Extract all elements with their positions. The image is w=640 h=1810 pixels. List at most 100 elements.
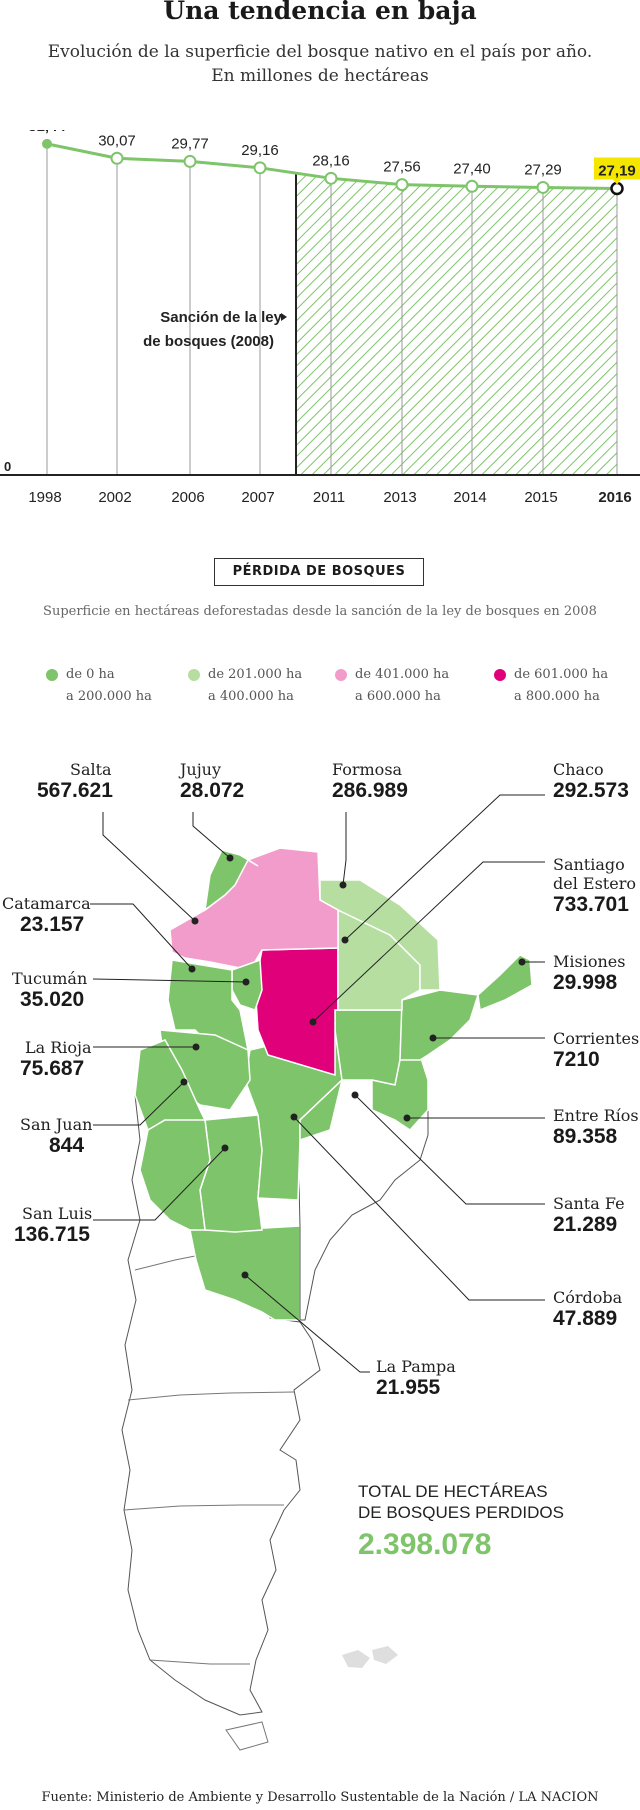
map-title: PÉRDIDA DE BOSQUES	[214, 558, 424, 586]
leader-dot-jujuy	[226, 854, 234, 862]
value-label: 27,29	[524, 161, 562, 178]
leader-jujuy	[192, 812, 231, 859]
subtitle: Evolución de la superficie del bosque na…	[0, 40, 640, 88]
x-tick-label: 2011	[313, 489, 345, 506]
label-la-pampa-value: 21.955	[376, 1376, 441, 1399]
label-santa-fe-value: 21.289	[553, 1213, 618, 1236]
legend-text-1a: de 0 ha	[66, 667, 115, 682]
label-salta-value: 567.621	[37, 779, 113, 802]
total-label: TOTAL DE HECTÁREAS DE BOSQUES PERDIDOS	[358, 1481, 564, 1523]
label-santiago-name: Santiago del Estero	[553, 855, 636, 893]
label-tucuman-value: 35.020	[20, 988, 85, 1011]
data-point-last	[610, 181, 624, 196]
data-point	[42, 138, 52, 149]
label-san-luis-value: 136.715	[14, 1223, 90, 1246]
leader-dot-corrientes	[429, 1034, 437, 1042]
x-tick-label: 2015	[524, 489, 557, 506]
leader-dot-entre-rios	[403, 1114, 411, 1122]
province-san-luis	[199, 1114, 263, 1233]
value-label: 29,16	[241, 142, 279, 159]
highlight-box	[594, 157, 640, 180]
value-label: 31,44	[28, 130, 66, 135]
boundary-santacruz-tdf	[149, 1659, 250, 1665]
label-corrientes: Corrientes 7210	[553, 1029, 639, 1072]
value-label: 27,40	[453, 160, 491, 177]
boundary-rionegro-chubut	[127, 1391, 295, 1401]
total-label-line-2: DE BOSQUES PERDIDOS	[358, 1503, 564, 1522]
leader-dot-santa-fe	[351, 1091, 359, 1099]
leader-tucuman	[92, 978, 247, 983]
label-santiago-del-estero: Santiago del Estero 733.701	[553, 855, 636, 917]
leader-san-juan	[93, 1081, 185, 1126]
highlight-pointer	[613, 179, 621, 185]
data-point	[536, 180, 550, 194]
value-label: 28,16	[312, 152, 350, 169]
leader-dot-cordoba	[290, 1113, 298, 1121]
leader-dot-tucuman	[242, 978, 250, 986]
label-catamarca: Catamarca 23.157	[2, 894, 91, 937]
label-santa-fe-name: Santa Fe	[553, 1194, 625, 1213]
label-tucuman: Tucumán 35.020	[12, 969, 87, 1012]
label-catamarca-name: Catamarca	[2, 894, 91, 913]
label-formosa: Formosa 286.989	[332, 760, 408, 803]
province-jujuy	[204, 849, 259, 912]
legend-text-4b: a 800.000 ha	[514, 689, 600, 704]
label-la-rioja-value: 75.687	[20, 1057, 85, 1080]
data-point	[183, 154, 197, 168]
annotation-line-1: Sanción de la ley	[160, 309, 282, 326]
line-chart: 31,44 30,07 29,77 29,16 28,16 27,56 27,40 27,29…	[0, 130, 640, 506]
label-corrientes-value: 7210	[553, 1048, 600, 1071]
label-jujuy-value: 28.072	[180, 779, 245, 802]
legend-text-2b: a 400.000 ha	[208, 689, 294, 704]
x-tick-label: 2002	[98, 489, 131, 506]
x-tick-label: 1998	[28, 489, 61, 506]
data-point	[110, 151, 124, 165]
leader-formosa	[342, 812, 347, 886]
label-cordoba-value: 47.889	[553, 1307, 618, 1330]
label-tucuman-name: Tucumán	[12, 969, 88, 988]
label-chaco: Chaco 292.573	[553, 760, 629, 803]
leader-cordoba	[293, 1116, 545, 1301]
value-label: 30,07	[98, 132, 136, 149]
label-jujuy: Jujuy 28.072	[180, 760, 244, 803]
label-jujuy-name: Jujuy	[180, 760, 222, 779]
leader-catamarca	[90, 903, 193, 970]
label-san-luis-name: San Luis	[22, 1204, 93, 1223]
label-la-pampa-name: La Pampa	[376, 1357, 456, 1376]
label-formosa-name: Formosa	[332, 760, 403, 779]
label-la-rioja-name: La Rioja	[25, 1038, 92, 1057]
leader-dot-san-luis	[221, 1144, 229, 1152]
boundary-chubut-santacruz	[123, 1504, 284, 1511]
leader-dot-salta	[191, 917, 199, 925]
x-tick-label: 2006	[171, 489, 204, 506]
leader-dot-chaco	[341, 936, 349, 944]
label-san-juan-value: 844	[49, 1134, 85, 1157]
hatched-area	[296, 173, 617, 474]
data-point	[253, 161, 267, 175]
label-san-juan-name: San Juan	[20, 1115, 93, 1134]
leader-salta	[102, 812, 196, 922]
annotation-line-2: de bosques (2008)	[143, 333, 274, 350]
label-salta-name: Salta	[70, 760, 112, 779]
leader-santa-fe	[354, 1094, 545, 1205]
map-subtitle: Superficie en hectáreas deforestadas des…	[43, 604, 597, 619]
leader-la-pampa	[244, 1274, 370, 1373]
value-label: 29,77	[171, 135, 209, 152]
province-misiones	[477, 954, 533, 1012]
total-label-line-1: TOTAL DE HECTÁREAS	[358, 1482, 548, 1501]
total-value: 2.398.078	[358, 1528, 492, 1561]
legend-item-2: de 201.000 ha a 400.000 ha	[188, 664, 338, 708]
label-misiones: Misiones 29.998	[553, 952, 625, 995]
source-note: Fuente: Ministerio de Ambiente y Desarro…	[41, 1790, 599, 1805]
leader-chaco	[344, 794, 545, 941]
leader-dot-la-pampa	[241, 1271, 249, 1279]
legend-dot-icon	[335, 669, 347, 681]
label-santiago-value: 733.701	[553, 893, 629, 916]
legend-dot-icon	[494, 669, 506, 681]
legend-text-3b: a 600.000 ha	[355, 689, 441, 704]
data-point	[395, 178, 409, 192]
label-chaco-value: 292.573	[553, 779, 629, 802]
label-la-pampa: La Pampa 21.955	[376, 1357, 456, 1400]
label-entre-rios: Entre Ríos 89.358	[553, 1106, 639, 1149]
label-entre-rios-name: Entre Ríos	[553, 1106, 639, 1125]
